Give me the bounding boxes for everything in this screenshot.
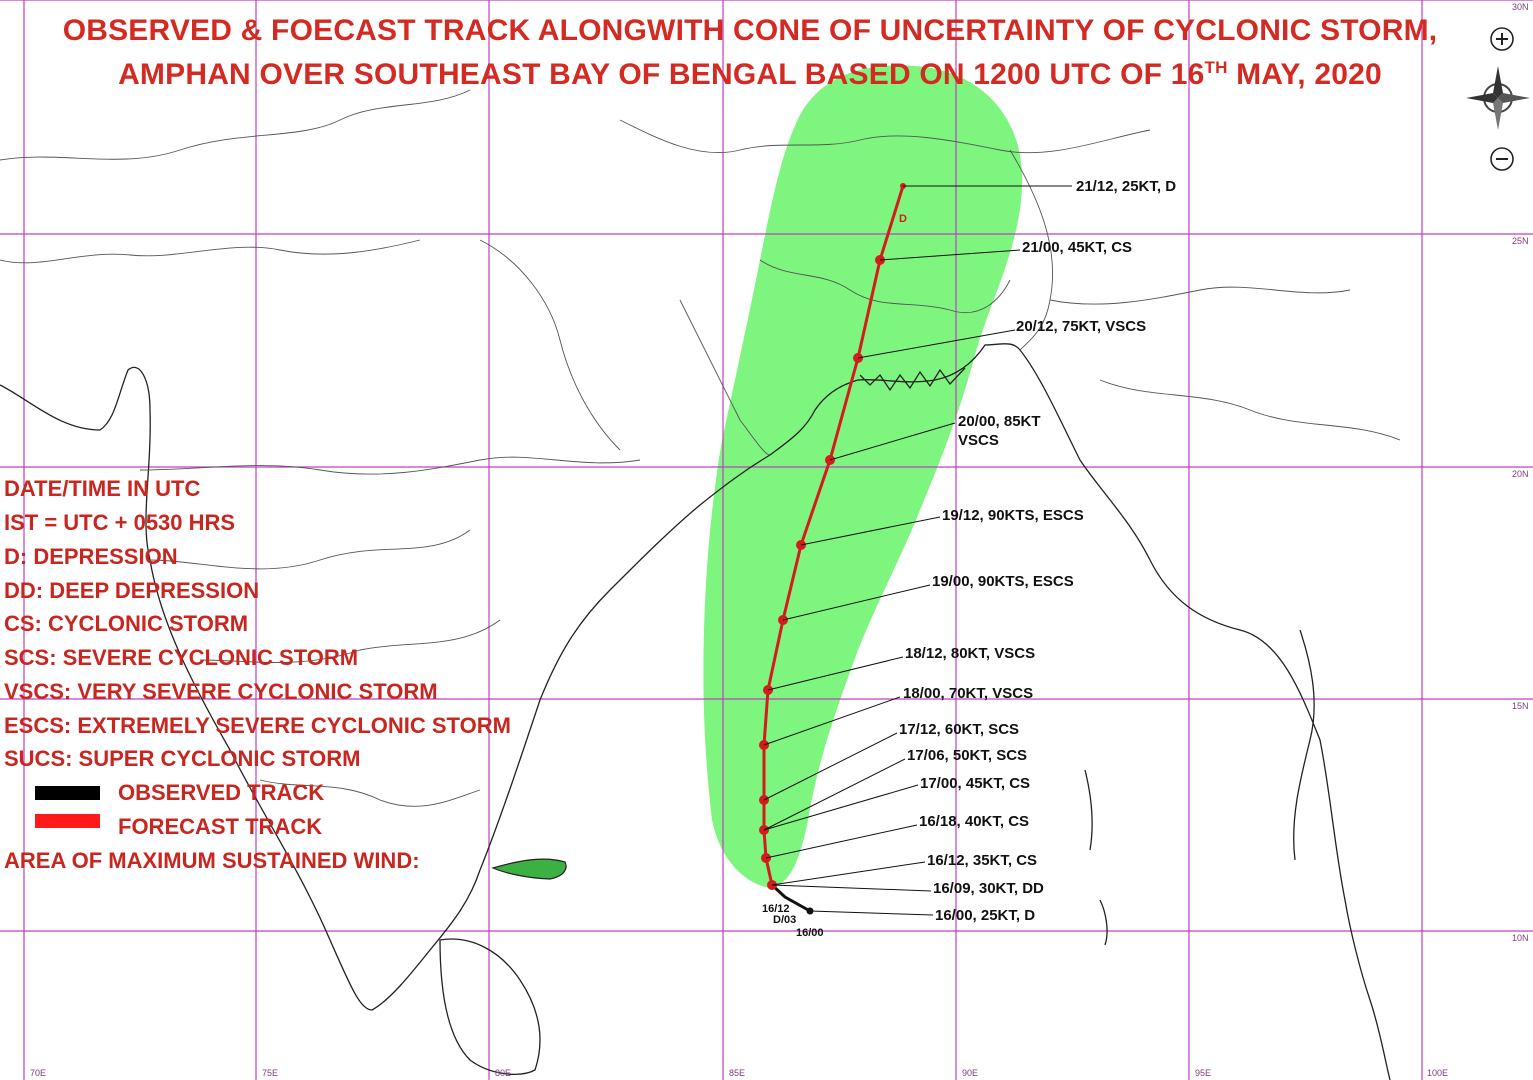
marker-label-d: D	[899, 213, 907, 225]
title-superscript: TH	[1204, 58, 1228, 77]
observed-track	[770, 883, 811, 913]
map-title-line1: OBSERVED & FOECAST TRACK ALONGWITH CONE …	[62, 14, 1438, 47]
forecast-track-label: FORECAST TRACK	[118, 814, 323, 839]
track-label-20-00: 20/00, 85KT	[958, 413, 1041, 430]
cone-of-uncertainty	[703, 65, 1023, 888]
observed-track-swatch	[35, 786, 100, 800]
legend-dd: DD: DEEP DEPRESSION	[4, 578, 260, 603]
observed-label-16-00: 16/00	[796, 927, 824, 939]
map-title-line2: AMPHAN OVER SOUTHEAST BAY OF BENGAL BASE…	[0, 58, 1500, 92]
observed-track-label: OBSERVED TRACK	[118, 780, 325, 805]
observed-label-d03: D/03	[773, 914, 797, 926]
legend-vscs: VSCS: VERY SEVERE CYCLONIC STORM	[4, 679, 438, 704]
track-label-21-12: 21/12, 25KT, D	[1076, 178, 1177, 195]
track-label-19-00: 19/00, 90KTS, ESCS	[932, 573, 1074, 590]
lon-label-70e: 70E	[30, 1068, 47, 1078]
lat-label-25n: 25N	[1512, 236, 1529, 246]
forecast-track-swatch	[35, 814, 100, 828]
state-boundaries	[0, 89, 1401, 807]
compass-icon	[1466, 66, 1530, 130]
wind-area-label: AREA OF MAXIMUM SUSTAINED WIND:	[4, 848, 420, 873]
title-line2-end: MAY, 2020	[1227, 58, 1382, 91]
legend-date-time: DATE/TIME IN UTC	[4, 476, 201, 501]
track-label-20-00-cat: VSCS	[958, 432, 999, 449]
lon-label-80e: 80E	[495, 1068, 512, 1078]
track-label-17-12: 17/12, 60KT, SCS	[899, 721, 1020, 738]
track-label-17-00: 17/00, 45KT, CS	[920, 775, 1031, 792]
track-label-16-12: 16/12, 35KT, CS	[927, 852, 1038, 869]
lat-label-15n: 15N	[1512, 701, 1529, 711]
zoom-in-button[interactable]	[1489, 26, 1515, 52]
lon-label-85e: 85E	[729, 1068, 746, 1078]
track-label-16-09: 16/09, 30KT, DD	[933, 880, 1044, 897]
legend-escs: ESCS: EXTREMELY SEVERE CYCLONIC STORM	[4, 713, 511, 738]
legend-sucs: SUCS: SUPER CYCLONIC STORM	[4, 746, 361, 771]
zoom-out-button[interactable]	[1489, 146, 1515, 172]
track-label-20-12: 20/12, 75KT, VSCS	[1016, 318, 1147, 335]
track-label-16-18: 16/18, 40KT, CS	[919, 813, 1030, 830]
lon-label-100e: 100E	[1427, 1068, 1449, 1078]
track-label-21-00: 21/00, 45KT, CS	[1022, 239, 1133, 256]
track-label-17-06: 17/06, 50KT, SCS	[907, 747, 1028, 764]
legend-ist: IST = UTC + 0530 HRS	[4, 510, 236, 535]
lon-label-95e: 95E	[1195, 1068, 1212, 1078]
track-label-18-00: 18/00, 70KT, VSCS	[903, 685, 1034, 702]
title-line2-text: AMPHAN OVER SOUTHEAST BAY OF BENGAL BASE…	[118, 58, 1205, 91]
track-label-18-12: 18/12, 80KT, VSCS	[905, 645, 1036, 662]
lat-label-10n: 10N	[1512, 933, 1529, 943]
legend-scs: SCS: SEVERE CYCLONIC STORM	[4, 645, 359, 670]
track-label-16-00: 16/00, 25KT, D	[935, 907, 1036, 924]
observed-label-16-12: 16/12	[762, 903, 790, 915]
lat-label-20n: 20N	[1512, 469, 1529, 479]
legend-d: D: DEPRESSION	[4, 544, 178, 569]
lat-label-30n: 30N	[1512, 2, 1529, 12]
coastline	[0, 343, 1391, 1080]
lon-label-90e: 90E	[962, 1068, 979, 1078]
track-label-19-12: 19/12, 90KTS, ESCS	[942, 507, 1084, 524]
lon-label-75e: 75E	[262, 1068, 279, 1078]
leader-lines	[763, 185, 1072, 916]
wind-area-swatch	[491, 858, 567, 880]
legend-cs: CS: CYCLONIC STORM	[4, 611, 249, 636]
